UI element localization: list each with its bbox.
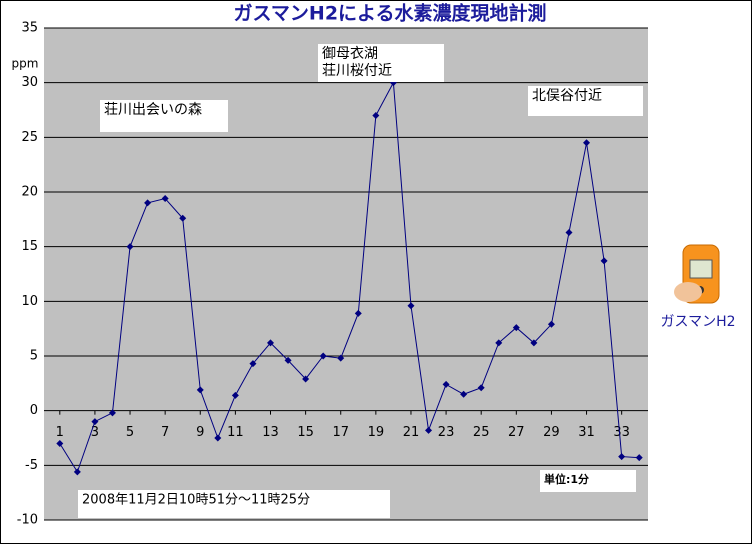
x-tick-label: 5	[126, 425, 134, 440]
marker	[442, 380, 450, 388]
x-tick-label: 17	[332, 425, 349, 440]
x-tick-label: 31	[578, 425, 595, 440]
x-tick-label: 15	[297, 425, 314, 440]
marker	[108, 409, 116, 417]
marker	[56, 439, 64, 447]
marker	[231, 391, 239, 399]
device-icon	[674, 244, 720, 304]
x-tick-label: 23	[438, 425, 455, 440]
x-tick-label: 7	[161, 425, 169, 440]
annotation-box	[78, 490, 390, 518]
annotation-box	[100, 100, 228, 132]
marker	[565, 228, 573, 236]
marker	[600, 257, 608, 265]
annotation: 荘川出会いの森	[104, 102, 202, 118]
annotation: 御母衣湖	[322, 46, 378, 62]
marker	[372, 111, 380, 119]
x-tick-label: 9	[196, 425, 204, 440]
marker	[179, 214, 187, 222]
y-tick-label: 5	[30, 349, 38, 364]
y-tick-label: 25	[21, 130, 38, 145]
marker	[512, 324, 520, 332]
y-tick-label: 15	[21, 239, 38, 254]
x-tick-label: 25	[473, 425, 490, 440]
y-tick-label: 10	[21, 294, 38, 309]
annotation-box	[528, 86, 643, 116]
marker	[618, 453, 626, 461]
x-tick-label: 1	[56, 425, 64, 440]
marker	[267, 339, 274, 347]
y-tick-label: 30	[21, 75, 38, 90]
marker	[495, 339, 503, 347]
marker	[530, 339, 538, 347]
annotation-box	[540, 470, 636, 492]
marker	[583, 139, 591, 147]
y-tick-label: 35	[21, 21, 38, 36]
marker	[477, 384, 485, 392]
chart-title: ガスマンH2による水素濃度現地計測	[234, 2, 547, 25]
marker	[425, 426, 433, 434]
marker	[249, 360, 257, 368]
marker	[73, 468, 81, 476]
marker	[91, 418, 99, 426]
marker	[144, 199, 152, 207]
x-tick-label: 3	[91, 425, 99, 440]
x-tick-label: 11	[227, 425, 244, 440]
marker	[354, 309, 362, 317]
series-line	[59, 80, 640, 474]
y-unit: ppm	[12, 57, 39, 71]
marker	[547, 320, 555, 328]
marker	[460, 390, 468, 398]
x-tick-label: 13	[262, 425, 279, 440]
x-tick-label: 33	[613, 425, 630, 440]
y-tick-label: 20	[21, 185, 38, 200]
marker	[635, 454, 643, 462]
y-tick-label: 0	[30, 403, 38, 418]
marker	[319, 352, 327, 360]
annotation-box	[318, 44, 444, 82]
annotation: 2008年11月2日10時51分～11時25分	[82, 493, 310, 508]
x-tick-label: 29	[543, 425, 560, 440]
x-tick-label: 21	[403, 425, 420, 440]
marker	[161, 195, 169, 203]
marker	[214, 434, 222, 442]
marker	[302, 375, 310, 383]
marker	[196, 386, 204, 394]
x-tick-label: 19	[368, 425, 385, 440]
marker	[284, 356, 292, 364]
marker	[407, 302, 415, 310]
legend-label: ガスマンH2	[660, 314, 735, 330]
annotation: 北俣谷付近	[532, 88, 602, 104]
marker	[126, 243, 134, 251]
x-tick-label: 27	[508, 425, 525, 440]
marker	[337, 354, 345, 362]
annotation: 単位:1分	[544, 472, 589, 486]
y-tick-label: -5	[25, 458, 38, 473]
annotation: 荘川桜付近	[322, 63, 392, 79]
y-tick-label: -10	[17, 513, 38, 528]
